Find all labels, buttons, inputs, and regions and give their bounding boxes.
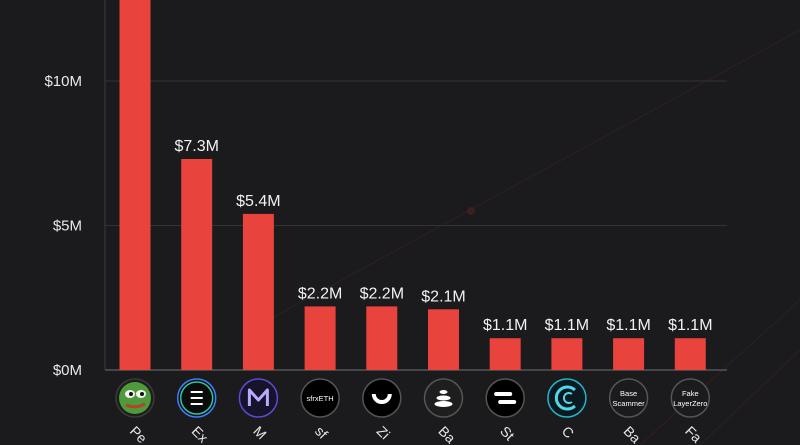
bar	[551, 338, 583, 370]
value-label: $1.1M	[668, 317, 712, 334]
y-tick-label: $10M	[44, 73, 82, 90]
x-tick-label: Zi	[374, 423, 394, 443]
value-label: $5.4M	[236, 193, 280, 210]
icon-caption: Scammer	[613, 399, 646, 408]
ethena-icon	[176, 378, 217, 418]
bar	[428, 309, 459, 370]
bar	[242, 213, 274, 370]
x-tick-label: Ba	[435, 423, 459, 445]
c-token-icon	[547, 378, 587, 418]
value-label: $2.1M	[421, 288, 465, 305]
bar	[613, 338, 645, 370]
bar	[366, 306, 398, 370]
bars	[119, 0, 706, 370]
stader-icon	[485, 378, 525, 418]
icon-caption: Fake	[682, 389, 699, 398]
value-label: $7.3M	[174, 138, 218, 155]
bar	[674, 338, 706, 370]
x-tick-label: Pe	[127, 423, 151, 445]
bar	[119, 0, 151, 370]
icon-caption: sfrxETH	[307, 394, 334, 403]
value-label: $2.2M	[298, 285, 342, 302]
y-tick-label: $0M	[53, 362, 82, 379]
background-decoration	[249, 29, 800, 445]
icon-caption: Base	[620, 389, 637, 398]
mantle-icon	[238, 378, 279, 418]
x-tick-label: sf	[312, 423, 331, 442]
value-label: $2.2M	[360, 285, 404, 302]
bar	[181, 158, 213, 370]
bar	[304, 306, 336, 370]
y-tick-label: $5M	[53, 217, 82, 234]
x-tick-label: C	[559, 423, 577, 441]
icon-caption: LayerZero	[673, 399, 707, 408]
value-label: $1.1M	[483, 317, 527, 334]
value-label: $1.1M	[545, 317, 589, 334]
zircuit-icon	[362, 378, 402, 418]
x-tick-label: Ex	[189, 423, 212, 445]
x-tick-label: Fa	[682, 423, 705, 445]
sfrxeth-icon: sfrxETH	[300, 378, 340, 418]
x-tick-label: St	[497, 423, 518, 444]
value-labels: $7.3M $5.4M $2.2M $2.2M $2.1M $1.1M $1.1M $1.1M…	[174, 138, 712, 334]
x-tick-label: M	[250, 423, 270, 443]
value-label: $1.1M	[606, 317, 650, 334]
bar	[489, 338, 521, 370]
balancer-icon	[423, 378, 464, 418]
x-tick-label: Ba	[620, 423, 644, 445]
pepe-icon	[115, 378, 155, 418]
